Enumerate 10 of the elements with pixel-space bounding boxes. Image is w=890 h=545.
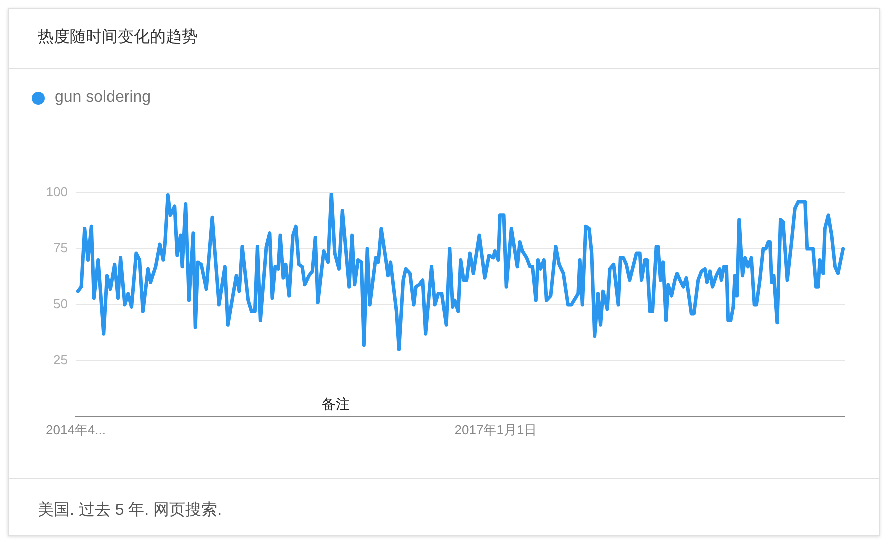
y-tick-label: 25	[54, 352, 68, 368]
text: 美国. 过去 5 年. 网页搜索.	[38, 500, 222, 521]
y-tick-label: 50	[54, 296, 68, 312]
x-tick-label: 2014年4...	[46, 422, 106, 438]
legend-label: gun soldering	[55, 89, 152, 107]
y-tick-label: 100	[46, 184, 68, 200]
y-tick-label: 75	[54, 240, 68, 256]
chart-title: 热度随时间变化的趋势	[38, 28, 198, 48]
x-tick-label: 2017年1月1日	[454, 422, 538, 438]
annotation: 备注	[322, 396, 350, 414]
